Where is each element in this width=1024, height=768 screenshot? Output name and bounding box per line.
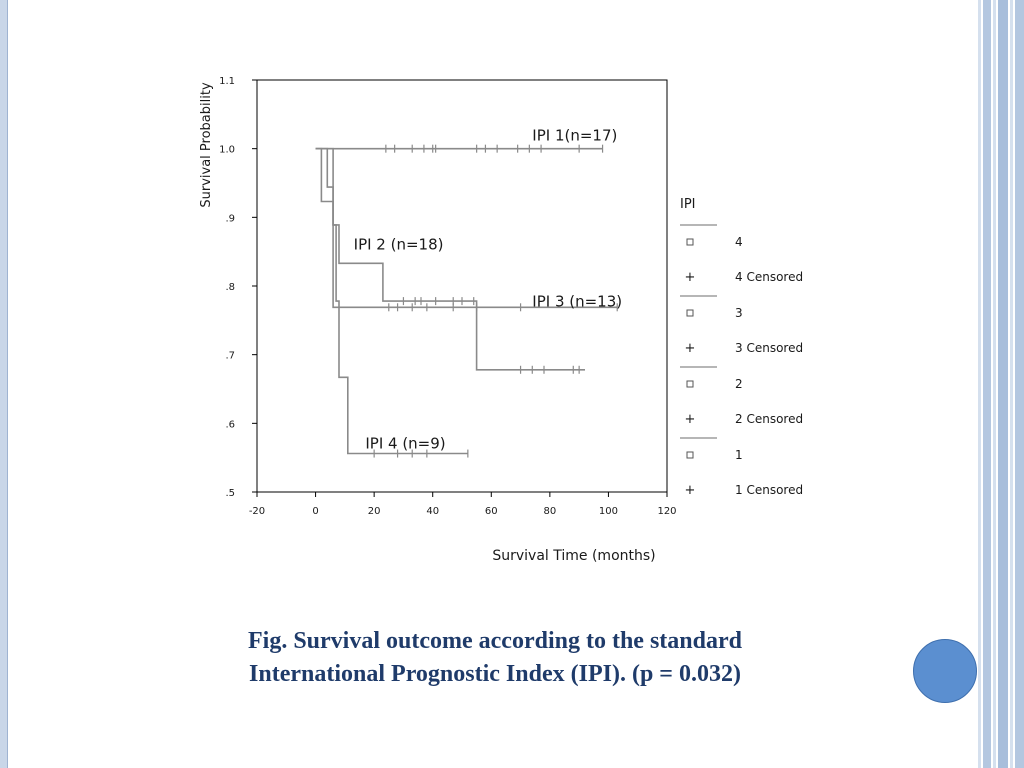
figure-caption: Fig. Survival outcome according to the s…	[100, 625, 890, 691]
legend-entry: 2 Censored	[735, 412, 803, 426]
legend-entry: 1 Censored	[735, 483, 803, 497]
curve-label: IPI 1(n=17)	[532, 126, 617, 144]
legend-square-marker	[686, 309, 694, 317]
y-axis-title: Survival Probability	[199, 82, 214, 208]
x-tick-label: 60	[485, 506, 498, 517]
x-tick-label: 40	[426, 506, 439, 517]
x-axis-title: Survival Time (months)	[492, 548, 655, 564]
curve-label: IPI 4 (n=9)	[365, 435, 445, 453]
chart-legend: IPI 4 + 4 Censored 3 + 3 Censored 2 + 2 Censored 1…	[680, 197, 803, 498]
legend-entry: 4 Censored	[735, 270, 803, 284]
caption-line-1: Fig. Survival outcome according to the s…	[248, 628, 742, 654]
y-axis-ticks: .5 .6 .7 .8 .9 1.0 1.1	[219, 76, 257, 499]
y-tick-label: .7	[225, 351, 235, 362]
y-tick-label: .6	[225, 419, 235, 430]
x-axis-ticks: -20 0 20 40 60 80 100 120	[249, 492, 677, 517]
x-tick-label: -20	[249, 506, 265, 517]
curve-label: IPI 3 (n=13)	[532, 293, 622, 311]
legend-entry: 2	[735, 377, 743, 391]
y-tick-label: 1.1	[219, 76, 235, 87]
legend-entry: 3	[735, 306, 743, 320]
survival-curve-ipi-3	[315, 147, 618, 309]
slide-right-border	[978, 0, 1024, 768]
y-tick-label: .9	[225, 213, 235, 224]
legend-square-marker	[686, 238, 694, 246]
legend-square-marker	[686, 380, 694, 388]
legend-square-marker	[686, 451, 694, 459]
y-tick-label: .8	[225, 282, 235, 293]
x-tick-label: 120	[657, 506, 676, 517]
slide-left-border	[0, 0, 8, 768]
survival-curve-ipi-2	[315, 147, 585, 371]
legend-plus-marker: +	[685, 412, 696, 427]
curve-label: IPI 2 (n=18)	[354, 236, 444, 254]
survival-curves	[315, 147, 618, 455]
legend-plus-marker: +	[685, 341, 696, 356]
decorative-circle	[913, 639, 977, 703]
x-tick-label: 20	[368, 506, 381, 517]
legend-entry: 4	[735, 235, 743, 249]
curve-annotations: IPI 1(n=17) IPI 2 (n=18) IPI 3 (n=13) IPI 4…	[354, 126, 622, 452]
y-tick-label: 1.0	[219, 145, 235, 156]
y-tick-label: .5	[225, 488, 235, 499]
caption-line-2: International Prognostic Index (IPI). (p…	[249, 661, 741, 687]
legend-plus-marker: +	[685, 483, 696, 498]
legend-plus-marker: +	[685, 270, 696, 285]
x-tick-label: 0	[312, 506, 318, 517]
x-tick-label: 80	[543, 506, 556, 517]
legend-title: IPI	[680, 197, 696, 212]
survival-curve-ipi-4	[315, 147, 468, 455]
censor-marks	[373, 144, 618, 458]
x-tick-label: 100	[599, 506, 618, 517]
survival-chart: .5 .6 .7 .8 .9 1.0 1.1 -20 0 20 40 60 80 100 120 IPI …	[199, 76, 803, 564]
legend-entry: 1	[735, 448, 743, 462]
legend-entry: 3 Censored	[735, 341, 803, 355]
